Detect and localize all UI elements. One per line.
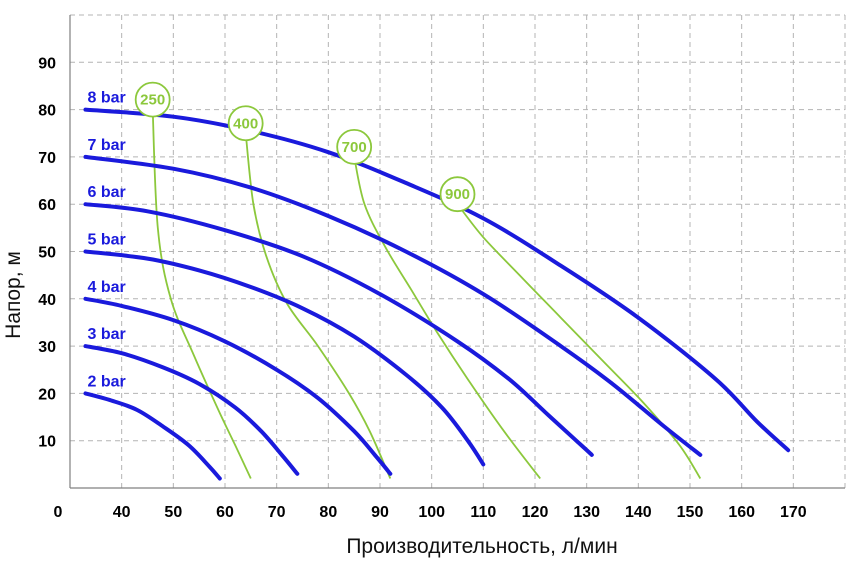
- consumption-badge-400: [227, 105, 264, 142]
- series-label: 2 bar: [88, 373, 126, 390]
- x-tick-label: 160: [728, 504, 755, 521]
- pump-curves: [83, 107, 791, 481]
- x-tick-label: 170: [780, 504, 807, 521]
- consumption-badge-label: 400: [233, 115, 258, 132]
- x-tick-label: 60: [216, 504, 234, 521]
- x-tick-label: 100: [418, 504, 445, 521]
- consumption-badge-700: [336, 128, 373, 165]
- pump-curve-3-bar: [83, 344, 300, 476]
- x-tick-label: 90: [371, 504, 389, 521]
- x-tick-label: 50: [164, 504, 182, 521]
- x-tick-label: 150: [677, 504, 704, 521]
- series-label: 6 bar: [88, 184, 126, 201]
- y-tick-label: 60: [38, 197, 56, 214]
- consumption-badge-label: 700: [342, 139, 367, 156]
- series-labels: 2 bar 3 bar 4 bar 5 bar 6 bar 7 bar 8 bar: [88, 90, 126, 391]
- axes: [69, 15, 845, 489]
- x-tick-label: 70: [268, 504, 286, 521]
- y-tick-label: 30: [38, 339, 56, 356]
- y-tick-label: 80: [38, 103, 56, 120]
- x-axis-title: Производительность, л/мин: [346, 535, 617, 558]
- grid: [70, 14, 846, 488]
- y-tick-label: 20: [38, 386, 56, 403]
- consumption-curve-900: [456, 203, 702, 479]
- consumption-badge-label: 900: [445, 186, 470, 203]
- x-tick-label: 130: [573, 504, 600, 521]
- consumption-curve-700: [353, 156, 541, 480]
- consumption-badge-900: [439, 176, 476, 213]
- y-tick-label: 90: [38, 55, 56, 72]
- y-tick-label: 40: [38, 292, 56, 309]
- pump-curve-2-bar: [83, 391, 222, 481]
- y-axis-ticks: 10 20 30 40 50 60 70 80 90: [38, 55, 56, 450]
- y-tick-label: 50: [38, 245, 56, 262]
- series-label: 7 bar: [88, 137, 126, 154]
- x-tick-label: 80: [319, 504, 337, 521]
- x-tick-label: 0: [54, 504, 63, 521]
- pump-curve-6-bar: [83, 202, 594, 457]
- y-tick-label: 10: [38, 434, 56, 451]
- y-axis-title: Напор, м: [2, 251, 25, 339]
- x-tick-label: 110: [470, 504, 496, 521]
- x-tick-label: 140: [625, 504, 652, 521]
- x-axis-ticks: 0 40 50 60 70 80 90 100 110 120 130 140 150 160 170: [54, 504, 807, 521]
- consumption-curve-400: [244, 133, 392, 479]
- pump-curve-4-bar: [83, 296, 393, 476]
- pump-curve-7-bar: [83, 154, 703, 457]
- series-label: 3 bar: [88, 326, 126, 343]
- consumption-curves: [151, 109, 702, 480]
- consumption-badges: 250 400 700 900: [134, 81, 476, 213]
- series-label: 4 bar: [88, 279, 126, 296]
- x-tick-label: 120: [522, 504, 549, 521]
- x-tick-label: 40: [113, 504, 131, 521]
- y-tick-label: 70: [38, 150, 56, 167]
- consumption-badge-label: 250: [140, 92, 165, 109]
- series-label: 5 bar: [88, 232, 126, 249]
- pump-curve-8-bar: [83, 107, 791, 453]
- consumption-badge-250: [134, 81, 171, 118]
- consumption-curve-250: [151, 109, 252, 479]
- series-label: 8 bar: [88, 90, 126, 107]
- pump-curve-5-bar: [83, 249, 486, 467]
